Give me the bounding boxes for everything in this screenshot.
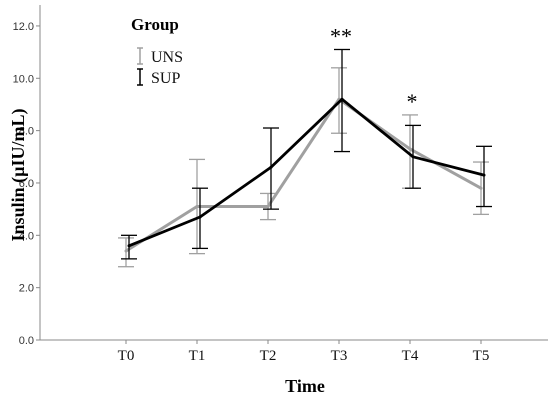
x-tick-label: T3	[331, 348, 348, 364]
x-tick-label: T0	[118, 348, 135, 364]
legend-item-uns: UNS	[137, 47, 183, 66]
data-point	[411, 155, 415, 159]
y-tick-label: 6.0	[19, 178, 34, 190]
data-point	[198, 215, 202, 219]
legend-item-sup: SUP	[137, 68, 180, 87]
y-tick-label: 8.0	[19, 126, 34, 138]
data-point	[340, 97, 344, 101]
x-tick-label: T2	[260, 348, 277, 364]
data-point	[127, 244, 131, 248]
legend: Group UNS SUP	[131, 15, 183, 87]
y-tick-label: 2.0	[19, 283, 34, 295]
legend-label: SUP	[151, 70, 180, 87]
y-tick-label: 0.0	[19, 335, 34, 347]
y-tick-label: 12.0	[13, 21, 34, 33]
x-tick-label: T4	[402, 348, 419, 364]
axes: 0.0 2.0 4.0 6.0 8.0 10.0 12.0 T0 T1 T2 T3 T4 T5	[13, 5, 548, 364]
x-tick-label: T1	[189, 348, 206, 364]
legend-label: UNS	[151, 49, 183, 66]
data-point	[269, 165, 273, 169]
data-point	[124, 249, 128, 253]
data-point	[408, 147, 412, 151]
significance-marker: **	[330, 23, 352, 48]
significance-marker: *	[407, 89, 418, 114]
series-layer	[118, 48, 492, 268]
annotations: ***	[330, 23, 418, 113]
y-tick-label: 4.0	[19, 230, 34, 242]
series-sup	[121, 48, 492, 260]
series-uns	[118, 67, 489, 268]
x-axis-title: Time	[285, 376, 325, 396]
data-point	[266, 205, 270, 209]
data-point	[482, 173, 486, 177]
x-tick-label: T5	[473, 348, 490, 364]
y-tick-label: 10.0	[13, 73, 34, 85]
legend-title: Group	[131, 15, 179, 34]
series-line-sup	[128, 97, 485, 248]
data-point	[479, 186, 483, 190]
data-point	[195, 205, 199, 209]
y-axis-title: Insulin (µIU/mL)	[8, 109, 29, 242]
series-line-uns	[125, 97, 482, 253]
